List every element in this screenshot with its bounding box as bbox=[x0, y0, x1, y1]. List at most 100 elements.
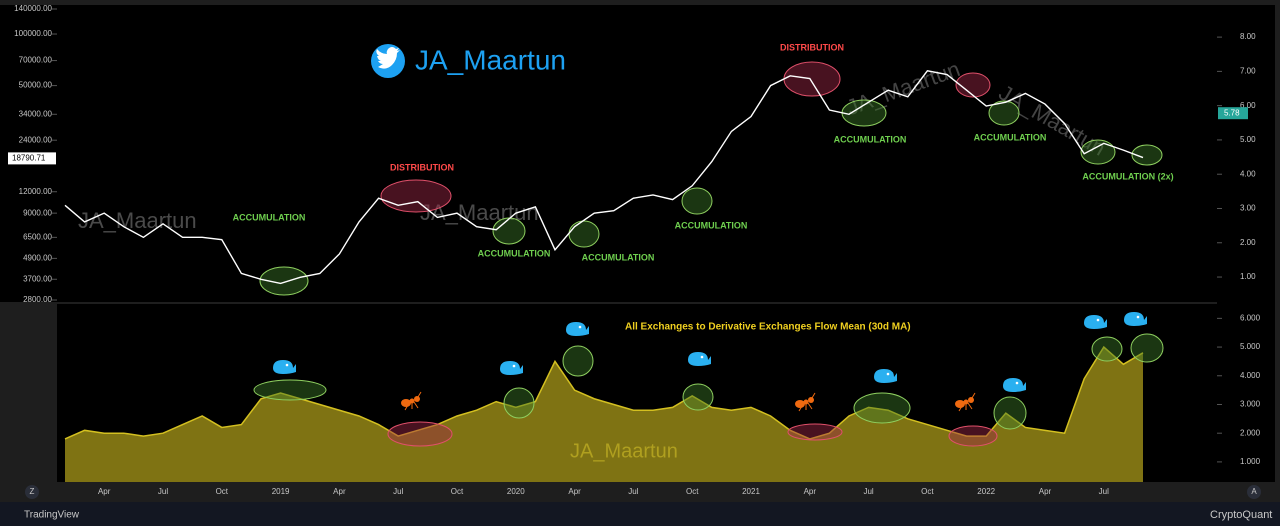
whale-icon bbox=[688, 352, 711, 366]
flow-area bbox=[65, 347, 1143, 482]
whale-icon bbox=[1084, 315, 1107, 329]
accumulation-zone bbox=[562, 345, 594, 377]
last-value-tag bbox=[1218, 107, 1248, 120]
accumulation-zone bbox=[853, 392, 911, 424]
x-tick-label: 2020 bbox=[507, 487, 525, 496]
accumulation-zone bbox=[503, 387, 535, 419]
watermark: JA_Maartun bbox=[78, 208, 197, 233]
distribution-zone bbox=[387, 421, 453, 447]
y-tick-label: 2.000 bbox=[1240, 428, 1261, 437]
y2-tick-label: 3.00 bbox=[1240, 204, 1256, 213]
whale-eye bbox=[1015, 381, 1019, 385]
a-button-label[interactable]: A bbox=[1251, 487, 1257, 496]
whale-icon bbox=[273, 360, 296, 374]
y-tick-label: 6500.00 bbox=[23, 232, 52, 241]
y-tick-label: 140000.00 bbox=[14, 4, 52, 13]
ant-icon bbox=[968, 397, 974, 403]
a-button[interactable] bbox=[1247, 485, 1261, 499]
whale-eye bbox=[285, 363, 289, 367]
ant-legs bbox=[798, 392, 816, 412]
y-tick-label: 1.000 bbox=[1240, 457, 1261, 466]
footer-bar bbox=[0, 502, 1280, 526]
flow-line bbox=[64, 345, 1144, 440]
x-tick-label: 2021 bbox=[742, 487, 760, 496]
x-tick-label: Jul bbox=[628, 487, 638, 496]
x-tick-label: Jul bbox=[863, 487, 873, 496]
annotation: DISTRIBUTION bbox=[780, 42, 844, 52]
x-tick-label: 2022 bbox=[977, 487, 995, 496]
ant-icon bbox=[409, 398, 415, 404]
x-tick-label: Jul bbox=[1099, 487, 1109, 496]
accumulation-zone bbox=[1091, 336, 1123, 362]
x-tick-label: Jul bbox=[393, 487, 403, 496]
twitter-bird bbox=[376, 47, 400, 69]
ant-icon bbox=[401, 399, 411, 407]
y-tick-label: 3.000 bbox=[1240, 400, 1261, 409]
accumulation-zone bbox=[1130, 333, 1164, 363]
whale-eye bbox=[578, 325, 582, 329]
ant-icon bbox=[808, 397, 814, 403]
accumulation-zone bbox=[1131, 144, 1163, 166]
annotation: ACCUMULATION bbox=[582, 252, 655, 262]
accumulation-zone bbox=[1080, 139, 1116, 165]
ant-icon bbox=[955, 400, 965, 408]
x-tick-label: 2019 bbox=[272, 487, 290, 496]
annotation: ACCUMULATION bbox=[478, 248, 551, 258]
y-tick-label: 5.000 bbox=[1240, 342, 1261, 351]
whale-icon bbox=[500, 361, 523, 375]
annotation: ACCUMULATION bbox=[834, 134, 907, 144]
ant-icon bbox=[803, 399, 809, 405]
y-tick-label: 2800.00 bbox=[23, 295, 52, 304]
y2-tick-label: 2.00 bbox=[1240, 238, 1256, 247]
flow-title: All Exchanges to Derivative Exchanges Fl… bbox=[625, 322, 911, 333]
handle: JA_Maartun bbox=[415, 44, 566, 75]
accumulation-zone bbox=[841, 99, 887, 127]
whale-eye bbox=[886, 372, 890, 376]
tradingview-logo: TradingView bbox=[24, 510, 80, 521]
x-tick-label: Apr bbox=[804, 487, 817, 496]
x-tick-label: Apr bbox=[568, 487, 581, 496]
accumulation-zone bbox=[259, 266, 309, 296]
right-axis-area bbox=[1217, 5, 1275, 482]
accumulation-zone bbox=[568, 220, 600, 248]
x-tick-label: Apr bbox=[333, 487, 346, 496]
distribution-zone bbox=[955, 72, 991, 98]
y2-tick-label: 6.00 bbox=[1240, 101, 1256, 110]
annotation: ACCUMULATION (2x) bbox=[1082, 171, 1173, 181]
whale-eye bbox=[700, 355, 704, 359]
y-tick-label: 24000.00 bbox=[19, 135, 53, 144]
x-tick-label: Oct bbox=[451, 487, 464, 496]
price-panel bbox=[57, 5, 1217, 302]
whale-eye bbox=[1096, 318, 1100, 322]
whale-icon bbox=[1003, 378, 1026, 392]
y-tick-label: 70000.00 bbox=[19, 56, 53, 65]
z-button-label[interactable]: Z bbox=[30, 487, 35, 496]
distribution-zone bbox=[787, 423, 843, 441]
ant-icon bbox=[414, 396, 420, 402]
whale-icon bbox=[874, 369, 897, 383]
z-button[interactable] bbox=[25, 485, 39, 499]
x-tick-label: Oct bbox=[686, 487, 699, 496]
distribution-zone bbox=[948, 425, 998, 447]
y-tick-label: 4900.00 bbox=[23, 253, 52, 262]
distribution-zone bbox=[783, 61, 841, 97]
annotation: DISTRIBUTION bbox=[390, 162, 454, 172]
accumulation-zone bbox=[988, 100, 1020, 126]
y2-tick-label: 5.00 bbox=[1240, 135, 1256, 144]
y-tick-label: 34000.00 bbox=[19, 109, 53, 118]
last-value-label: 5.78 bbox=[1224, 108, 1240, 117]
accumulation-zone bbox=[253, 379, 327, 401]
y-tick-label: 3700.00 bbox=[23, 274, 52, 283]
y-tick-label: 12000.00 bbox=[19, 187, 53, 196]
x-tick-label: Apr bbox=[98, 487, 111, 496]
ant-icon bbox=[963, 399, 969, 405]
y-tick-label: 9000.00 bbox=[23, 208, 52, 217]
whale-icon bbox=[566, 322, 589, 336]
whale-eye bbox=[512, 364, 516, 368]
whale-icon bbox=[1124, 312, 1147, 326]
y-tick-label: 100000.00 bbox=[14, 29, 52, 38]
y2-tick-label: 8.00 bbox=[1240, 32, 1256, 41]
annotation: ACCUMULATION bbox=[675, 220, 748, 230]
